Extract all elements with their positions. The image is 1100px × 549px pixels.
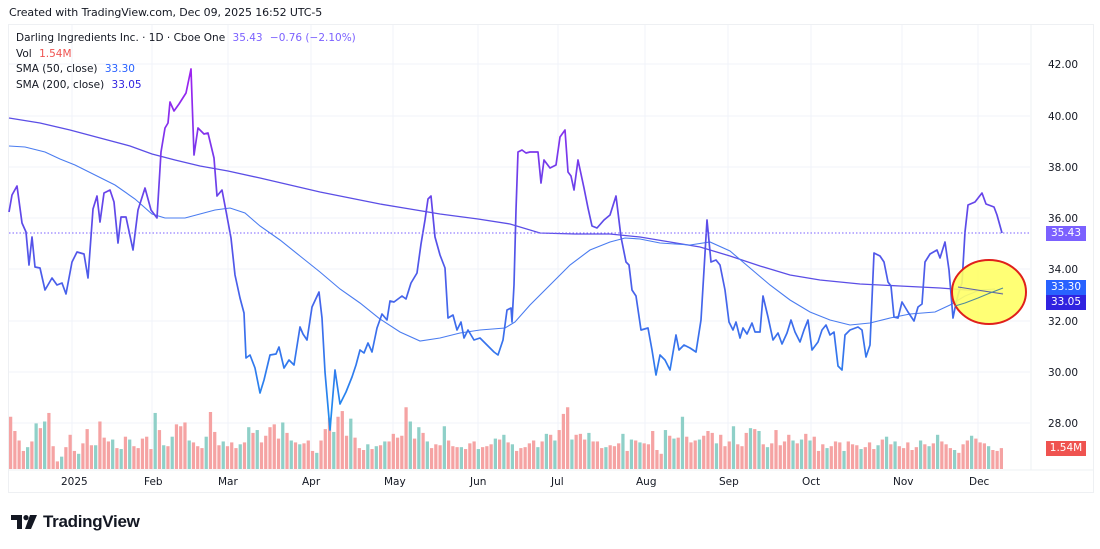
price-tick: 28.00 [1048,418,1078,430]
price-tick: 32.00 [1048,316,1078,328]
last-price-tag: 35.43 [1046,226,1086,241]
price-change-value: −0.76 (−2.10%) [269,32,356,44]
tradingview-logo[interactable]: TradingView [11,512,140,532]
horizontal-gridlines [9,63,1030,424]
time-tick: Oct [802,476,821,488]
close-price-line [8,68,1003,431]
chart-legend: Darling Ingredients Inc. · 1D · Cboe One… [16,31,356,93]
sma50-value: 33.30 [104,63,135,75]
time-tick: Aug [636,476,657,488]
symbol-row[interactable]: Darling Ingredients Inc. · 1D · Cboe One… [16,31,356,47]
time-tick: 2025 [61,476,88,488]
symbol-description: Darling Ingredients Inc. · 1D · Cboe One [16,32,226,44]
sma50-label: SMA (50, close) [16,63,98,75]
time-tick: Feb [144,476,163,488]
volume-tag: 1.54M [1046,441,1086,456]
volume-value: 1.54M [39,47,72,60]
price-tick: 40.00 [1048,111,1078,123]
created-with-caption: Created with TradingView.com, Dec 09, 20… [9,6,323,19]
tradingview-logo-icon [11,515,37,529]
time-tick: May [384,476,406,488]
sma50-line [8,145,996,342]
annotation-crossover-highlight[interactable] [951,259,1027,325]
time-tick: Jul [551,476,564,488]
price-tick: 38.00 [1048,162,1078,174]
volume-label: Vol [16,47,32,60]
sma200-row[interactable]: SMA (200, close) 33.05 [16,78,356,94]
price-tick: 34.00 [1048,264,1078,276]
sma200-tag: 33.05 [1046,295,1086,310]
volume-row[interactable]: Vol 1.54M [16,47,356,63]
time-tick: Jun [470,476,487,488]
sma200-value: 33.05 [111,78,142,91]
chart-frame [8,24,1094,493]
vertical-gridlines [71,25,979,470]
tradingview-logo-text: TradingView [43,512,140,531]
volume-bars [9,407,1003,469]
sma200-label: SMA (200, close) [16,78,105,91]
sma200-line [8,117,1004,294]
price-tick: 42.00 [1048,59,1078,71]
time-tick: Sep [719,476,739,488]
last-price-value: 35.43 [232,32,263,44]
price-axis[interactable]: 42.00 40.00 38.00 36.00 34.00 32.00 30.0… [1048,59,1078,430]
time-tick: Apr [302,476,321,488]
time-tick: Nov [893,476,914,488]
sma50-row[interactable]: SMA (50, close) 33.30 [16,62,356,78]
time-tick: Mar [218,476,238,488]
sma50-tag: 33.30 [1046,280,1086,295]
time-tick: Dec [969,476,990,488]
price-tick: 30.00 [1048,367,1078,379]
price-tick: 36.00 [1048,213,1078,225]
